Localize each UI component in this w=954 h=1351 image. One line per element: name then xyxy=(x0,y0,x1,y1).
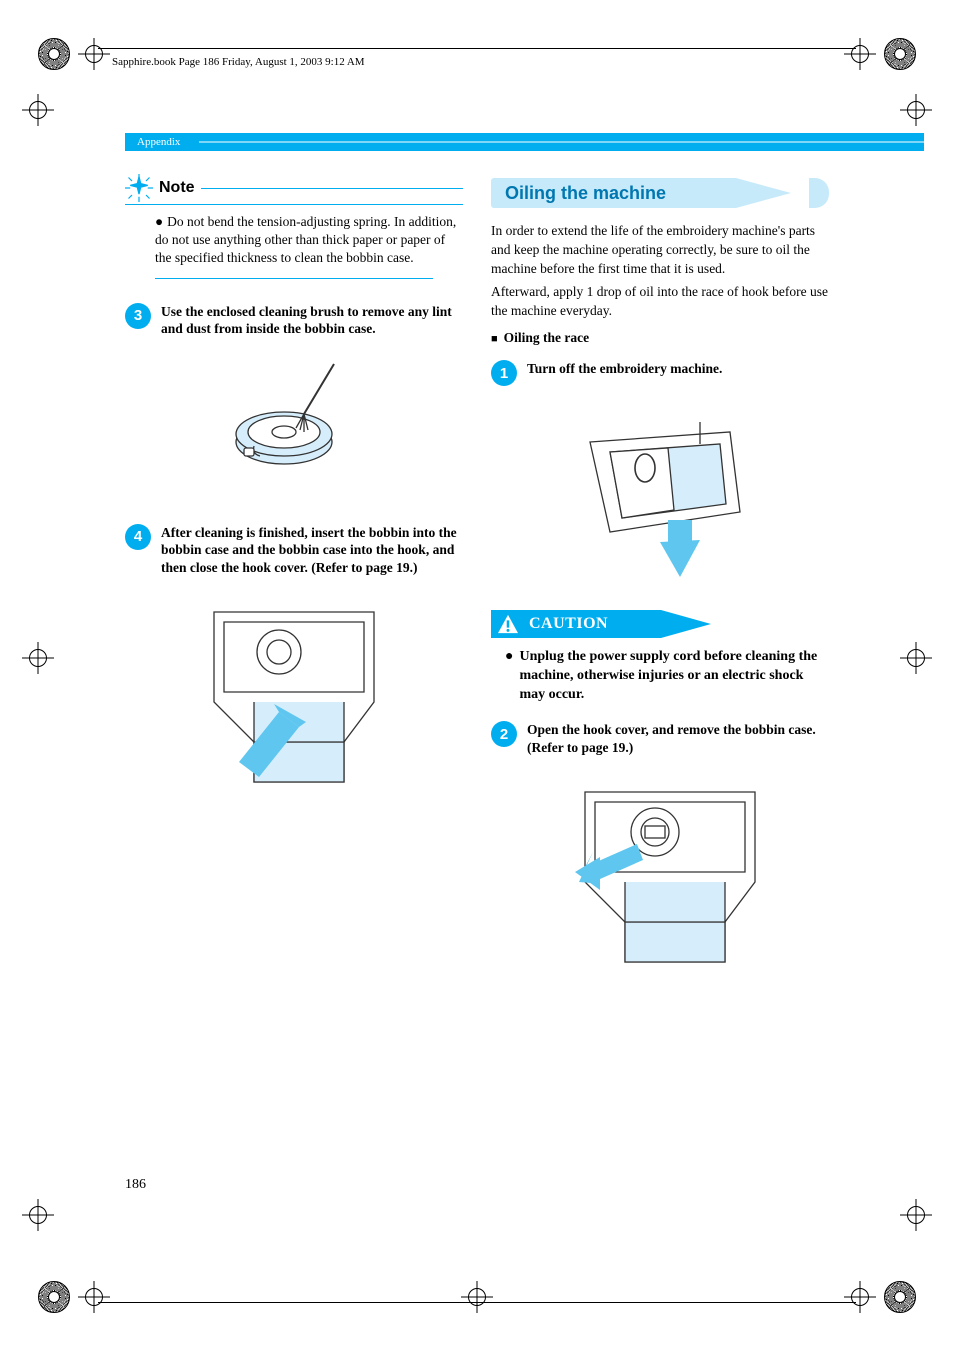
side-mark-tr xyxy=(900,94,932,126)
note-text: Do not bend the tension-adjusting spring… xyxy=(155,214,456,265)
caution-bar: CAUTION xyxy=(491,610,829,638)
corner-mark-br-radial xyxy=(884,1281,916,1313)
step-3: 3 Use the enclosed cleaning brush to rem… xyxy=(125,303,463,338)
figure-bobbin-brush xyxy=(125,354,463,484)
caution-label: CAUTION xyxy=(529,615,608,633)
corner-mark-bc-cross xyxy=(461,1281,493,1313)
step-4-text: After cleaning is finished, insert the b… xyxy=(161,524,463,577)
subheading-text: Oiling the race xyxy=(504,330,589,345)
step-2-text: Open the hook cover, and remove the bobb… xyxy=(527,721,829,756)
running-header: Sapphire.book Page 186 Friday, August 1,… xyxy=(112,56,365,68)
figure-remove-bobbin xyxy=(491,772,829,972)
side-mark-br xyxy=(900,1199,932,1231)
content-area: Note ●Do not bend the tension-adjusting … xyxy=(125,160,829,1201)
figure-hook-cover xyxy=(125,592,463,792)
step-1-number: 1 xyxy=(491,360,517,386)
subheading-oiling-race: ■Oiling the race xyxy=(491,330,829,346)
caution-text-body: Unplug the power supply cord before clea… xyxy=(519,648,829,705)
step-3-number: 3 xyxy=(125,303,151,329)
side-mark-mr xyxy=(900,642,932,674)
note-title: Note xyxy=(159,179,195,197)
note-body: ●Do not bend the tension-adjusting sprin… xyxy=(155,213,463,268)
right-column: Oiling the machine In order to extend th… xyxy=(491,160,829,1201)
corner-mark-tr-radial xyxy=(884,38,916,70)
intro-paragraph-1: In order to extend the life of the embro… xyxy=(491,222,829,279)
side-mark-tl xyxy=(22,94,54,126)
section-title: Oiling the machine xyxy=(505,183,666,204)
corner-mark-tl-radial xyxy=(38,38,70,70)
caution-body: ● Unplug the power supply cord before cl… xyxy=(505,648,829,705)
step-2-number: 2 xyxy=(491,721,517,747)
corner-mark-bl-cross xyxy=(78,1281,110,1313)
appendix-label: Appendix xyxy=(137,136,180,148)
footer-rule xyxy=(98,1302,856,1303)
warning-triangle-icon xyxy=(497,614,519,634)
step-3-text: Use the enclosed cleaning brush to remov… xyxy=(161,303,463,338)
intro-paragraph-2: Afterward, apply 1 drop of oil into the … xyxy=(491,283,829,321)
figure-power-switch xyxy=(491,402,829,592)
appendix-bar: Appendix xyxy=(125,133,924,151)
step-1-text: Turn off the embroidery machine. xyxy=(527,360,722,386)
step-4: 4 After cleaning is finished, insert the… xyxy=(125,524,463,577)
step-1: 1 Turn off the embroidery machine. xyxy=(491,360,829,386)
note-block: Note ●Do not bend the tension-adjusting … xyxy=(125,174,463,279)
step-4-number: 4 xyxy=(125,524,151,550)
side-mark-bl xyxy=(22,1199,54,1231)
left-column: Note ●Do not bend the tension-adjusting … xyxy=(125,160,463,1201)
corner-mark-br-cross xyxy=(844,1281,876,1313)
page-number: 186 xyxy=(125,1177,146,1193)
step-2: 2 Open the hook cover, and remove the bo… xyxy=(491,721,829,756)
section-flag: Oiling the machine xyxy=(491,178,829,208)
corner-mark-bl-radial xyxy=(38,1281,70,1313)
side-mark-ml xyxy=(22,642,54,674)
sparkle-icon xyxy=(125,174,153,202)
